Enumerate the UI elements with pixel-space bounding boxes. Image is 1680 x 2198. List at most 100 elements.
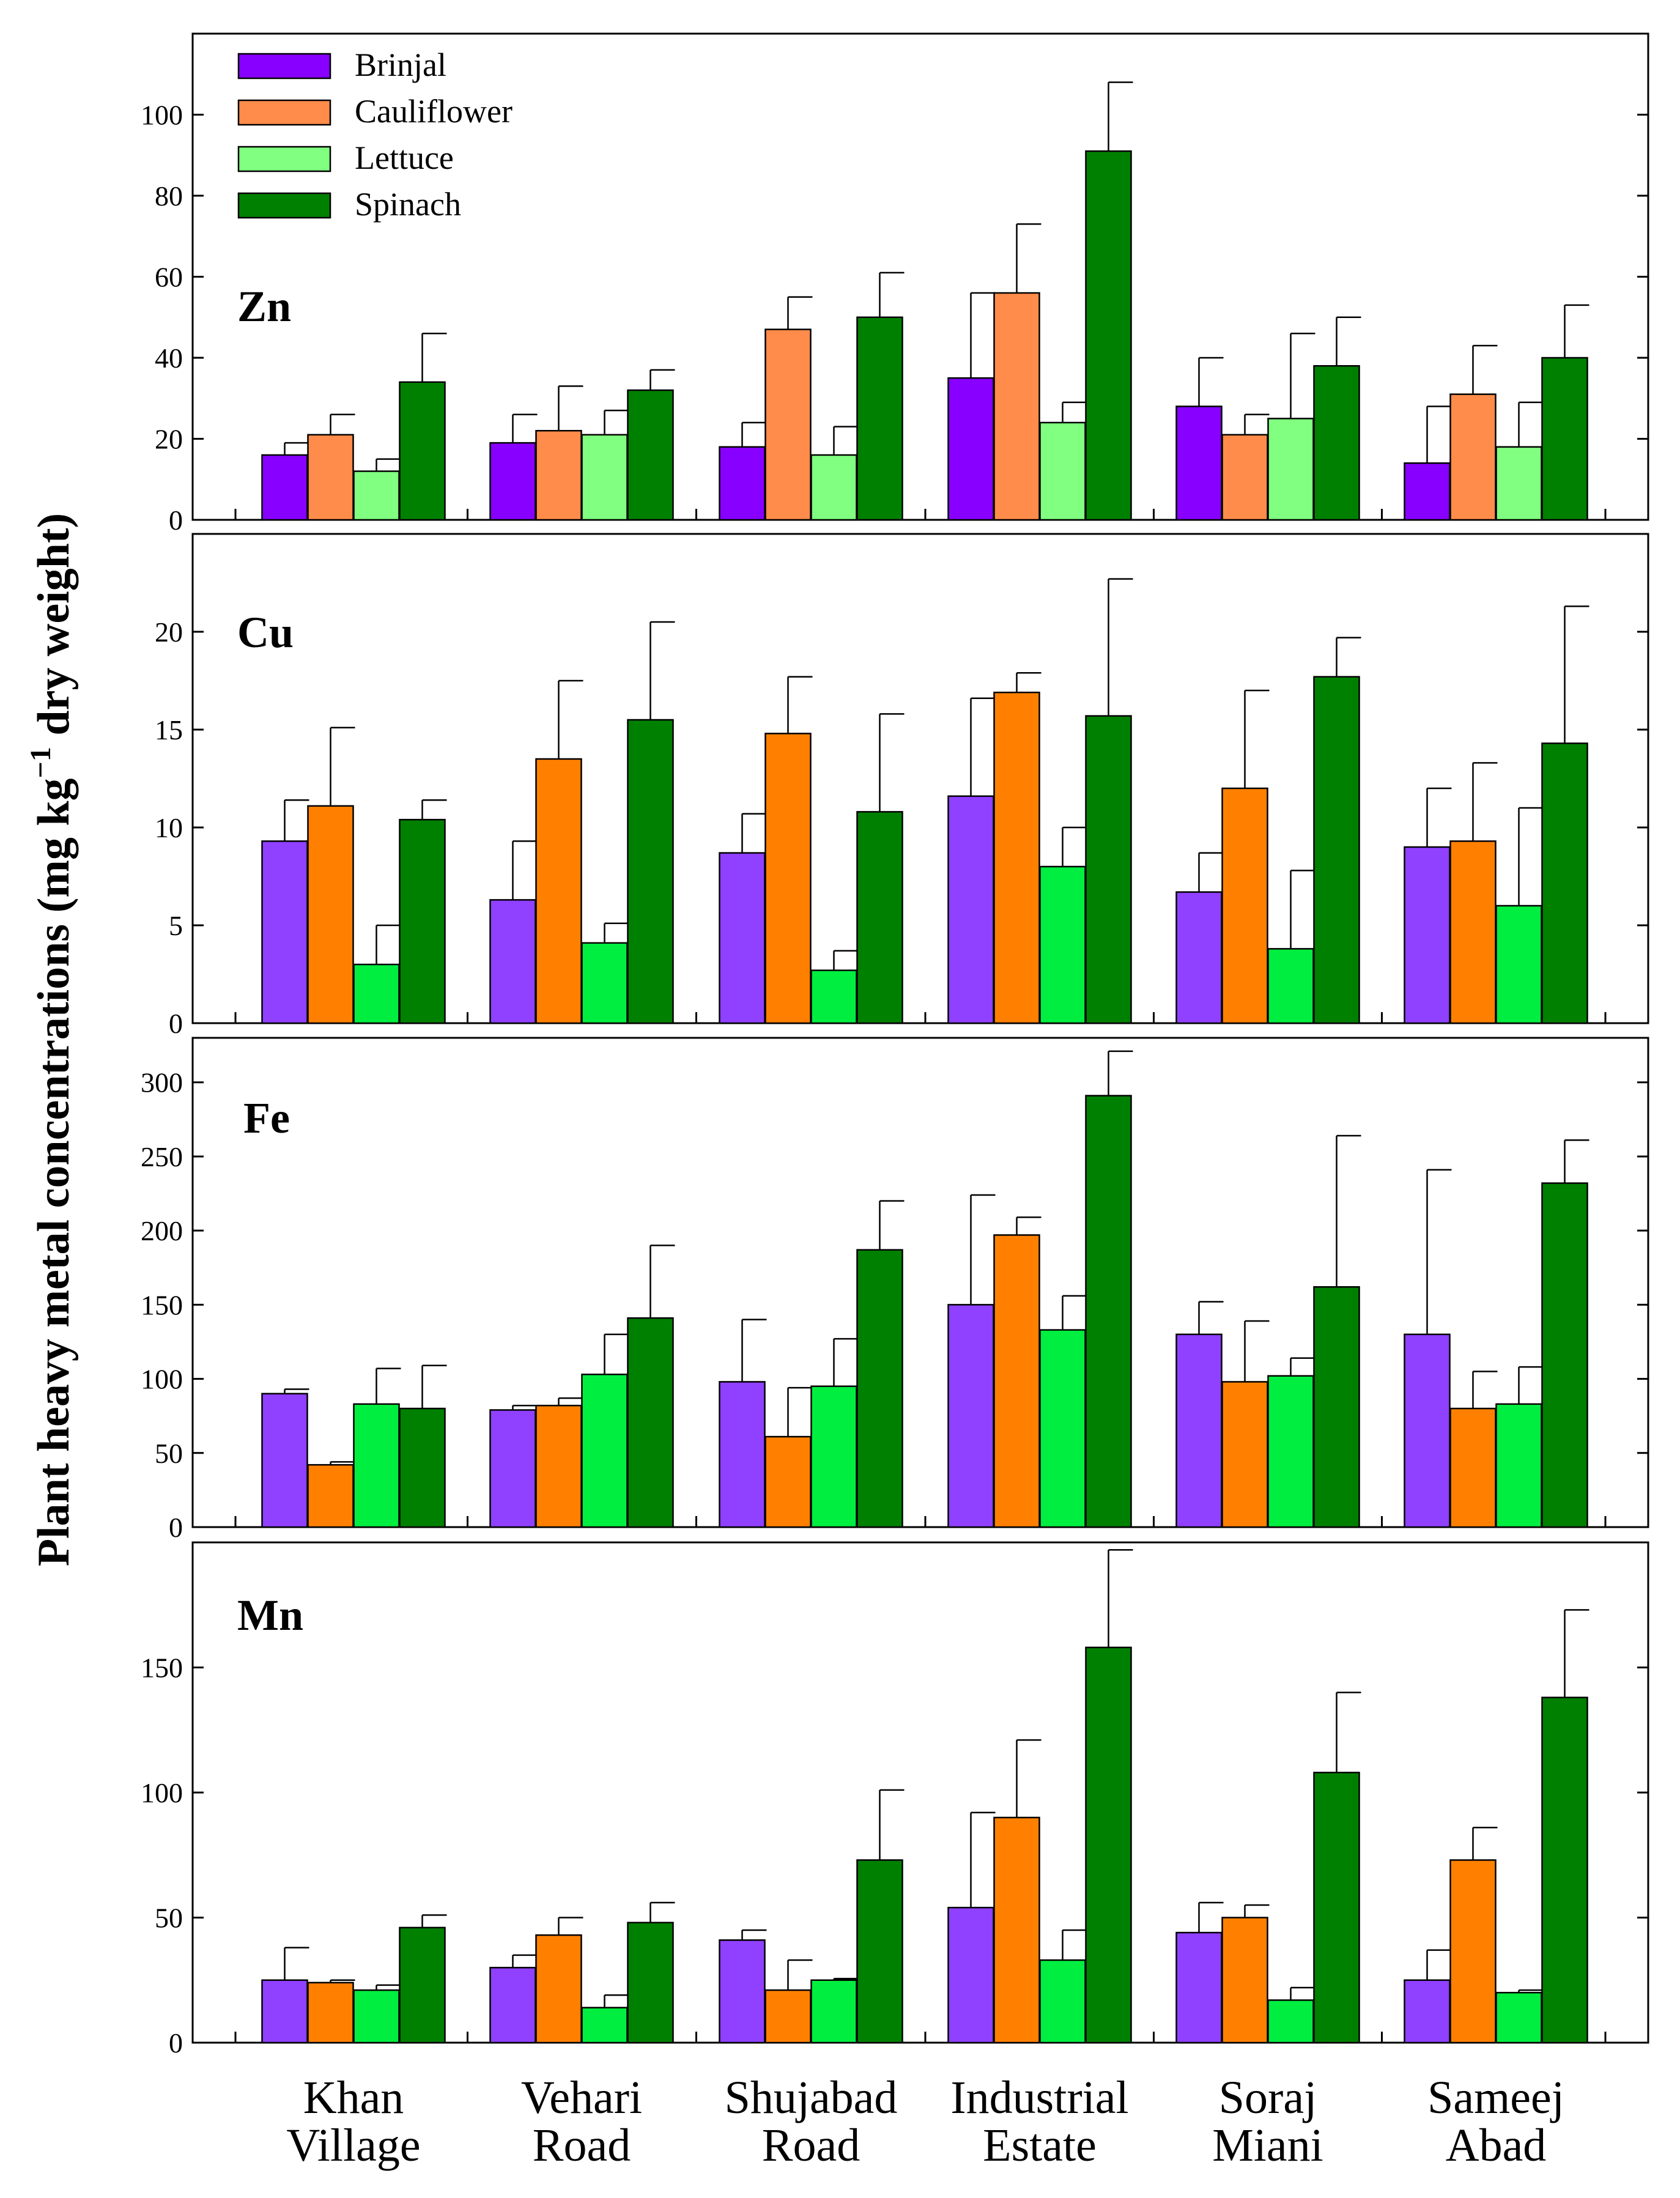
- bar-zn-spinach-3: [1085, 150, 1132, 521]
- panel-frame: [191, 533, 1649, 1024]
- y-tick-label: 100: [141, 1777, 183, 1808]
- category-label-4: Soraj: [1219, 2072, 1317, 2123]
- bar-mn-lettuce-1: [581, 2007, 628, 2044]
- bar-fe-spinach-4: [1313, 1286, 1360, 1528]
- y-axis-title: Plant heavy metal concentrations (mg kg−…: [24, 513, 79, 1566]
- y-tick-label: 100: [141, 100, 183, 131]
- bar-cu-brinjal-5: [1404, 846, 1451, 1024]
- y-tick-label: 50: [155, 1438, 183, 1469]
- bar-zn-cauliflower-2: [764, 328, 812, 521]
- bar-mn-brinjal-1: [489, 1967, 536, 2044]
- bar-zn-cauliflower-0: [307, 434, 354, 521]
- bar-zn-spinach-2: [856, 316, 903, 521]
- y-tick-label: 300: [141, 1067, 183, 1098]
- y-tick-label: 0: [169, 2027, 183, 2059]
- category-label-0: Village: [286, 2120, 420, 2171]
- y-tick-label: 50: [155, 1903, 183, 1934]
- bar-mn-cauliflower-4: [1221, 1917, 1268, 2044]
- bar-zn-brinjal-0: [261, 454, 308, 521]
- panel-label: Mn: [237, 1591, 303, 1640]
- category-label-5: Abad: [1446, 2120, 1547, 2171]
- bar-zn-lettuce-3: [1039, 421, 1086, 521]
- y-tick-label: 10: [155, 812, 183, 843]
- bar-zn-cauliflower-3: [993, 292, 1040, 521]
- bar-fe-spinach-0: [399, 1407, 446, 1528]
- bar-mn-cauliflower-2: [764, 1989, 812, 2044]
- bar-cu-cauliflower-4: [1221, 787, 1268, 1024]
- y-tick-label: 250: [141, 1141, 183, 1172]
- bar-fe-spinach-5: [1541, 1182, 1588, 1528]
- bar-mn-brinjal-5: [1404, 1979, 1451, 2044]
- bar-zn-brinjal-3: [947, 377, 994, 521]
- bar-mn-lettuce-0: [353, 1989, 400, 2044]
- bar-cu-spinach-2: [856, 811, 903, 1024]
- bar-cu-spinach-3: [1085, 715, 1132, 1024]
- bar-mn-brinjal-4: [1175, 1931, 1223, 2044]
- bar-cu-spinach-1: [627, 719, 674, 1024]
- bar-mn-spinach-2: [856, 1859, 903, 2044]
- y-axis-label: Plant heavy metal concentrations (mg kg−…: [24, 513, 79, 1566]
- bar-fe-cauliflower-4: [1221, 1381, 1268, 1528]
- bar-mn-lettuce-4: [1267, 1999, 1314, 2044]
- bar-mn-cauliflower-0: [307, 1982, 354, 2044]
- bar-fe-brinjal-0: [261, 1393, 308, 1528]
- bar-mn-brinjal-2: [719, 1939, 766, 2044]
- y-axis-title-tail: dry weight): [29, 513, 79, 747]
- category-label-0: Khan: [303, 2072, 404, 2123]
- bar-fe-brinjal-5: [1404, 1333, 1451, 1528]
- legend-swatch-lettuce: [237, 146, 331, 172]
- bar-fe-lettuce-1: [581, 1374, 628, 1528]
- category-label-1: Vehari: [521, 2072, 642, 2123]
- bar-fe-cauliflower-2: [764, 1435, 812, 1528]
- y-tick-label: 200: [141, 1215, 183, 1246]
- bar-fe-spinach-3: [1085, 1095, 1132, 1528]
- bar-fe-lettuce-3: [1039, 1329, 1086, 1528]
- bar-zn-lettuce-2: [810, 454, 857, 521]
- panel-zn: 0 20 40 60 80 100 Zn: [141, 32, 1649, 536]
- bar-zn-brinjal-5: [1404, 462, 1451, 521]
- bar-cu-brinjal-2: [719, 852, 766, 1024]
- bar-zn-lettuce-4: [1267, 418, 1314, 521]
- bar-zn-spinach-5: [1541, 357, 1588, 521]
- bar-zn-cauliflower-1: [535, 430, 582, 521]
- y-axis-title-sup: −1: [24, 747, 57, 778]
- bar-cu-cauliflower-5: [1449, 840, 1497, 1024]
- bar-cu-brinjal-3: [947, 795, 994, 1024]
- y-tick-label: 15: [155, 714, 183, 746]
- bar-cu-cauliflower-0: [307, 805, 354, 1024]
- bar-fe-brinjal-2: [719, 1381, 766, 1528]
- bar-mn-lettuce-2: [810, 1979, 857, 2044]
- bar-cu-lettuce-1: [581, 942, 628, 1024]
- legend-label-spinach: Spinach: [355, 186, 461, 223]
- category-labels: KhanVillageVehariRoadShujabadRoadIndustr…: [286, 2072, 1564, 2171]
- panel-label: Fe: [243, 1093, 290, 1142]
- bar-fe-spinach-1: [627, 1317, 674, 1528]
- bar-fe-cauliflower-0: [307, 1463, 354, 1528]
- bar-mn-cauliflower-3: [993, 1816, 1040, 2044]
- bar-cu-brinjal-1: [489, 899, 536, 1024]
- legend-label-cauliflower: Cauliflower: [355, 93, 513, 130]
- bar-cu-cauliflower-3: [993, 691, 1040, 1024]
- bar-cu-spinach-4: [1313, 676, 1360, 1024]
- category-label-2: Road: [762, 2120, 860, 2171]
- bar-cu-cauliflower-1: [535, 758, 582, 1024]
- bar-cu-lettuce-3: [1039, 865, 1086, 1024]
- bar-cu-spinach-0: [399, 818, 446, 1024]
- legend-swatch-brinjal: [237, 53, 331, 80]
- panels: 0 20 40 60 80 100 Zn 0 5 10 15 20 Cu 0 50 100 150 200 250 3…: [141, 32, 1649, 2059]
- bar-cu-brinjal-4: [1175, 891, 1223, 1024]
- bar-zn-brinjal-1: [489, 442, 536, 521]
- bar-fe-cauliflower-1: [535, 1404, 582, 1528]
- legend-swatch-cauliflower: [237, 99, 331, 126]
- legend-label-lettuce: Lettuce: [355, 139, 454, 176]
- panel-label: Cu: [237, 608, 294, 657]
- y-tick-label: 0: [169, 505, 183, 536]
- bar-cu-lettuce-4: [1267, 948, 1314, 1024]
- bar-mn-brinjal-0: [261, 1979, 308, 2044]
- bar-fe-brinjal-1: [489, 1409, 536, 1528]
- bar-mn-spinach-4: [1313, 1772, 1360, 2044]
- y-tick-label: 150: [141, 1289, 183, 1320]
- y-tick-label: 0: [169, 1512, 183, 1543]
- bar-mn-lettuce-5: [1495, 1991, 1542, 2044]
- legend: Brinjal Cauliflower Lettuce Spinach: [237, 46, 513, 223]
